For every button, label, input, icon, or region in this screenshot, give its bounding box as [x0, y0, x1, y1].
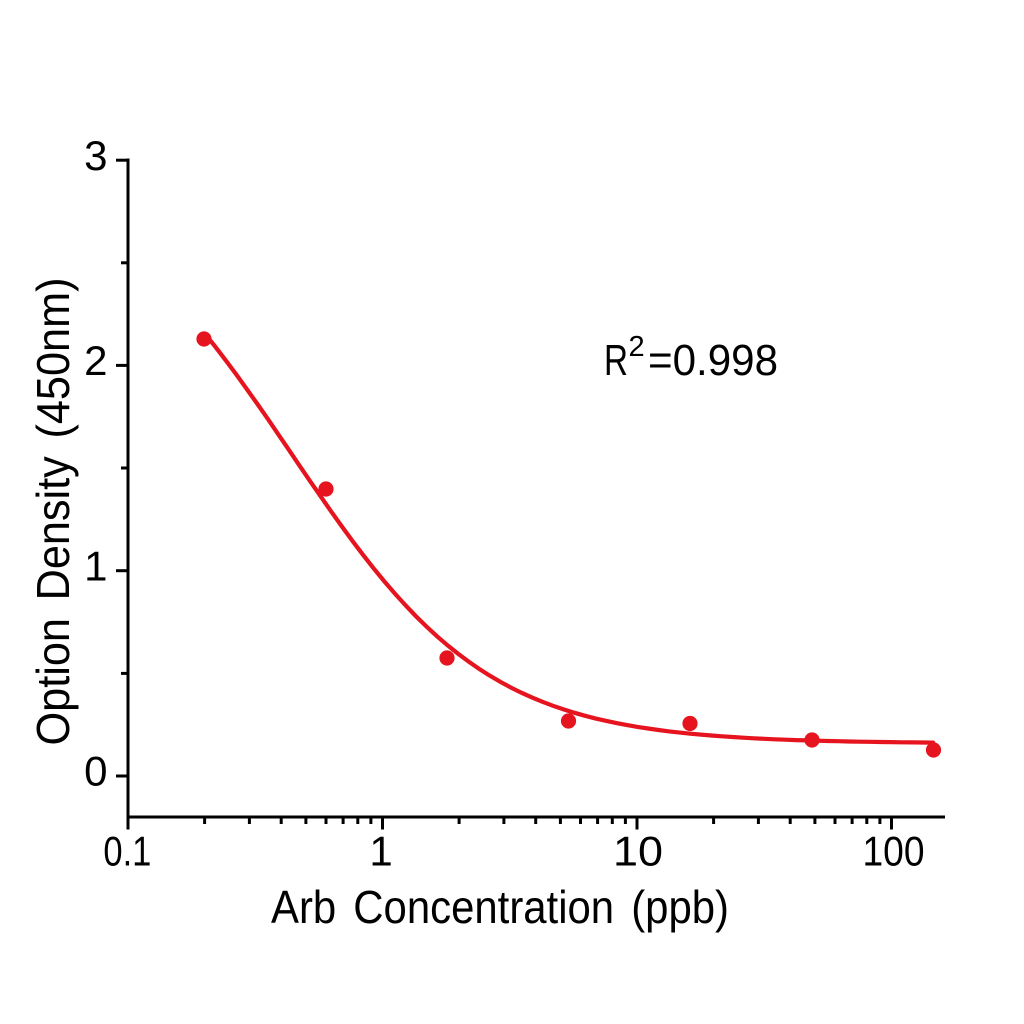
svg-text:1: 1 — [369, 828, 392, 875]
svg-text:R: R — [604, 336, 628, 385]
svg-text:2: 2 — [84, 337, 107, 384]
svg-text:Option Density (450nm): Option Density (450nm) — [27, 278, 79, 746]
svg-text:3: 3 — [84, 132, 107, 179]
svg-text:0: 0 — [84, 748, 107, 795]
svg-text:Arb Concentration (ppb): Arb Concentration (ppb) — [271, 881, 729, 933]
svg-text:100: 100 — [863, 828, 925, 875]
svg-text:=0.998: =0.998 — [648, 336, 778, 385]
svg-text:1: 1 — [84, 543, 107, 590]
svg-text:0.1: 0.1 — [103, 828, 151, 875]
svg-text:10: 10 — [613, 828, 663, 875]
svg-text:2: 2 — [629, 331, 645, 363]
